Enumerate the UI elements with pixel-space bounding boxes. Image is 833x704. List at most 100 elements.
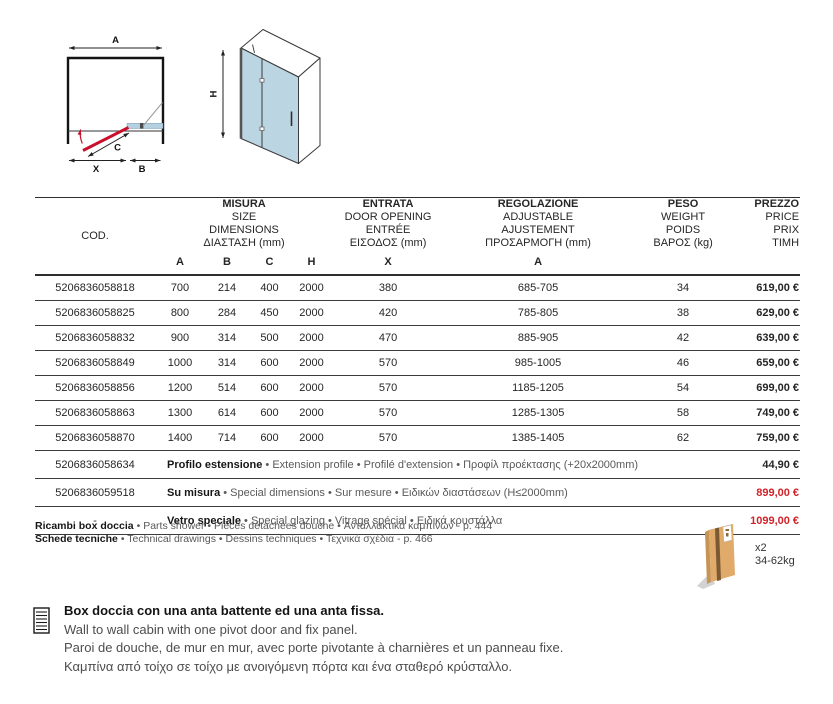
cell-description: Su misura • Special dimensions • Sur mes… [155,478,734,507]
cell-c: 400 [249,275,290,301]
cell-a: 700 [155,275,205,301]
header-line: PRICE [765,211,800,223]
cell-h: 2000 [290,275,334,301]
cell-price: 659,00 € [733,350,801,376]
description-line-fr: Paroi de douche, de mur en mur, avec por… [64,640,564,655]
subheader-adj: A [534,256,543,268]
cell-cod: 5206836058832 [35,325,155,351]
cell-price: 759,00 € [733,425,801,451]
cell-a: 800 [155,300,205,326]
cell-c: 500 [249,325,290,351]
subheader-c: C [265,256,274,268]
description-rest: • Special glazing • Vitrage spécial • Ει… [241,514,503,527]
description-bold: Su misura [167,486,221,499]
cell-b: 514 [205,375,249,401]
footnote-bold: Schede tecniche [35,533,118,545]
table-subheader: A B C H X A [35,250,800,275]
header-line: SIZE [231,211,257,223]
cell-cod: 5206836058870 [35,425,155,451]
header-line: PREZZO [754,198,800,210]
cell-x: 470 [333,325,444,351]
header-line: PESO [667,198,699,210]
description-bold: Vetro speciale [167,514,241,527]
package-icon [697,524,735,589]
cell-b: 714 [205,425,249,451]
cell-c: 450 [249,300,290,326]
header-cod: COD. [81,230,109,242]
subheader-h: H [307,256,316,268]
technical-diagrams: A C X B H [66,29,321,175]
cell-cod: 5206836058856 [35,375,155,401]
cell-price: 44,90 € [733,450,801,479]
description-rest: • Extension profile • Profilé d'extensio… [262,458,639,471]
cell-h: 2000 [290,350,334,376]
description-rest: • Special dimensions • Sur mesure • Ειδι… [220,486,568,499]
table-row: 5206836058849 1000 314 600 2000 570 985-1005 46… [35,350,801,376]
header-line: DIMENSIONS [209,224,279,236]
cell-cod: 5206836058863 [35,400,155,426]
header-line: ΕΙΣΟΔΟΣ (mm) [349,237,427,249]
cell-kg: 34 [633,275,734,301]
cell-description: Profilo estensione • Extension profile •… [155,450,734,479]
cell-kg: 62 [633,425,734,451]
cell-x: 380 [333,275,444,301]
table-body: 5206836058818 700 214 400 2000 380 685-705 34 61… [35,275,801,535]
package-info: x2 34-62kg [695,518,795,592]
subheader-a: A [176,256,184,268]
cell-c: 600 [249,350,290,376]
cell-adj: 1285-1305 [443,400,634,426]
cell-b: 614 [205,400,249,426]
header-line: ΔΙΑΣΤΑΣΗ (mm) [203,237,285,249]
footnote-rest: • Parts shower • Pièces détachées douche… [136,520,493,532]
door-swing-arrow [77,129,83,144]
cabin-side-face [298,57,321,164]
cell-description: Vetro speciale • Special glazing • Vitra… [155,506,734,535]
cell-c: 600 [249,400,290,426]
cell-b: 314 [205,325,249,351]
cell-h: 2000 [290,375,334,401]
cell-adj: 1385-1405 [443,425,634,451]
description-line-it: Box doccia con una anta battente ed una … [64,603,385,618]
cell-x: 570 [333,425,444,451]
cell-a: 1300 [155,400,205,426]
cell-price: 639,00 € [733,325,801,351]
header-prezzo: PREZZO PRICE PRIX ΤΙΜΗ [733,198,800,276]
description-bold: Profilo estensione [167,458,263,471]
cell-cod: 5206836059518 [35,478,155,507]
cell-c: 600 [249,425,290,451]
table-header: COD. MISURA SIZE DIMENSIONS ΔΙΑΣΤΑΣΗ (mm… [35,198,801,276]
cell-kg: 58 [633,400,734,426]
header-line: ΤΙΜΗ [772,237,800,249]
cell-cod: 5206836058634 [35,450,155,479]
dim-label-h: H [209,90,220,97]
cell-kg: 38 [633,300,734,326]
dim-label-a: A [112,35,119,46]
cell-h: 2000 [290,325,334,351]
door-hinge-bottom [259,126,265,131]
package-quantity: x2 [755,542,767,554]
header-misura: MISURA SIZE DIMENSIONS ΔΙΑΣΤΑΣΗ (mm) [155,198,333,251]
header-line: ΒΑΡΟΣ (kg) [653,237,713,249]
cell-a: 1000 [155,350,205,376]
cell-adj: 685-705 [443,275,634,301]
cell-price: 619,00 € [733,275,801,301]
cell-cod: 5206836058825 [35,300,155,326]
header-line: ENTRATA [362,198,414,210]
table-row: 5206836058825 800 284 450 2000 420 785-805 38 62… [35,300,801,326]
header-line: ΠΡΟΣΑΡΜΟΓΗ (mm) [485,237,591,249]
cell-adj: 885-905 [443,325,634,351]
header-line: WEIGHT [661,211,706,223]
pivot-hinge [140,123,144,129]
footnote-rest: • Technical drawings • Dessins technique… [120,533,433,545]
cell-price: 749,00 € [733,400,801,426]
cell-cod: - [35,506,155,535]
header-line: ENTRÉE [365,224,411,236]
cell-cod: 5206836058818 [35,275,155,301]
cell-h: 2000 [290,300,334,326]
cell-x: 570 [333,350,444,376]
cell-a: 1200 [155,375,205,401]
dim-label-x: X [93,164,100,175]
spec-table: COD. MISURA SIZE DIMENSIONS ΔΙΑΣΤΑΣΗ (mm… [35,197,801,535]
cell-h: 2000 [290,400,334,426]
dim-label-b: B [139,164,146,175]
